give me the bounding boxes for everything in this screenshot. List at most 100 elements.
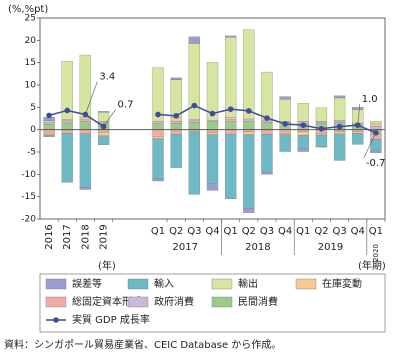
bar-segment [261,120,273,123]
bar-segment [225,133,237,200]
bar-segment [170,77,182,80]
bar-segment [170,79,182,118]
bar-segment [243,118,255,122]
bar-segment [261,171,273,175]
bar-segment [188,131,200,195]
y-tick-label: 20 [25,36,37,46]
bar-segment [79,187,92,190]
bar-segment [279,129,291,134]
bar-segment [225,117,237,120]
annotation-leader [103,109,116,127]
value-label: 0.7 [118,100,134,111]
bar-segment [206,129,219,133]
bar-segment [352,107,364,110]
x-tick-label: Q2 [314,226,328,237]
bar-segment [279,133,291,135]
bar-segment [79,54,92,118]
x-tick-label: Q4 [205,226,219,237]
bar-segment [333,131,346,134]
x-tick-label: Q2 [169,226,183,237]
group-label: 2017 [173,242,198,253]
x-tick-label: Q1 [369,226,383,237]
bar-segment [333,95,346,99]
y-tick-label: 0 [30,125,36,135]
bar-segment [297,131,309,136]
bar-segment [243,121,255,130]
bar-segment [152,121,164,125]
bar-segment [225,121,237,130]
value-label: 3.4 [99,71,115,82]
bar-segment [61,61,73,120]
bar-segment [243,208,255,213]
x-tick-label: Q1 [224,226,238,237]
line-point [264,115,270,121]
bar-segment [97,129,110,133]
bar-segment [206,121,219,130]
x-tick-label: Q4 [278,226,292,237]
bar-segment [188,120,200,123]
bar-segment [206,120,219,122]
group-label: 2020 [372,244,380,262]
bar-segment [43,129,55,135]
x-tick-label: Q2 [242,226,256,237]
bar-segment [79,117,92,120]
bar-segment [206,183,219,191]
bar-segment [261,133,273,173]
bar-segment [188,122,200,130]
bar-segment [225,37,237,118]
plot-frame [39,17,386,220]
x-tick-label: 2017 [62,224,73,249]
legend-label: 在庫変動 [322,277,362,290]
legend-swatch [211,278,233,290]
legend-label: 輸出 [238,277,258,290]
legend-swatch [45,296,67,308]
bar-segment [225,35,237,38]
bar-segment [370,150,382,154]
line-point [209,110,216,117]
x-tick-label: 2016 [44,224,55,249]
bar-segment [170,121,182,124]
x-axis-label: (年期) [358,259,386,272]
x-tick-label: Q1 [296,226,310,237]
x-tick-label: Q3 [260,226,274,237]
bar-segment [79,121,92,130]
bar-segment [43,133,55,136]
bar-segment [97,112,110,122]
legend-label: 政府消費 [154,295,194,308]
bar-segment [79,129,92,134]
bar-segment [43,135,55,137]
bar-segment [79,133,92,188]
x-tick-label: Q1 [151,226,165,237]
bar-segment [297,103,309,122]
y-tick-label: -10 [21,170,36,180]
bar-segment [152,129,164,137]
bar-segment [297,135,309,150]
bar-segment [61,129,73,134]
y-tick-label: 15 [25,58,36,68]
bar-segment [152,67,164,122]
bar-segment [315,133,328,136]
bar-segment [352,131,364,134]
line-point [300,122,307,128]
line-point [173,113,179,119]
legend-swatch [127,278,149,290]
bar-segment [352,109,364,124]
line-point [227,106,234,112]
bar-segment [79,119,92,122]
bar-segment [152,178,164,182]
y-tick-label: -5 [27,148,36,158]
line-point [191,102,198,109]
bar-segment [43,121,55,125]
legend-label: 総固定資本形成 [72,295,142,308]
bar-segment [315,107,328,122]
legend-swatch [127,296,149,308]
y-tick-label: 5 [30,103,36,113]
value-label: -0.7 [366,158,386,169]
bar-segment [152,138,164,179]
bar-segment [97,132,110,137]
line-point [282,121,288,127]
legend-swatch [295,278,317,290]
bar-segment [61,119,73,121]
bar-segment [333,133,346,161]
